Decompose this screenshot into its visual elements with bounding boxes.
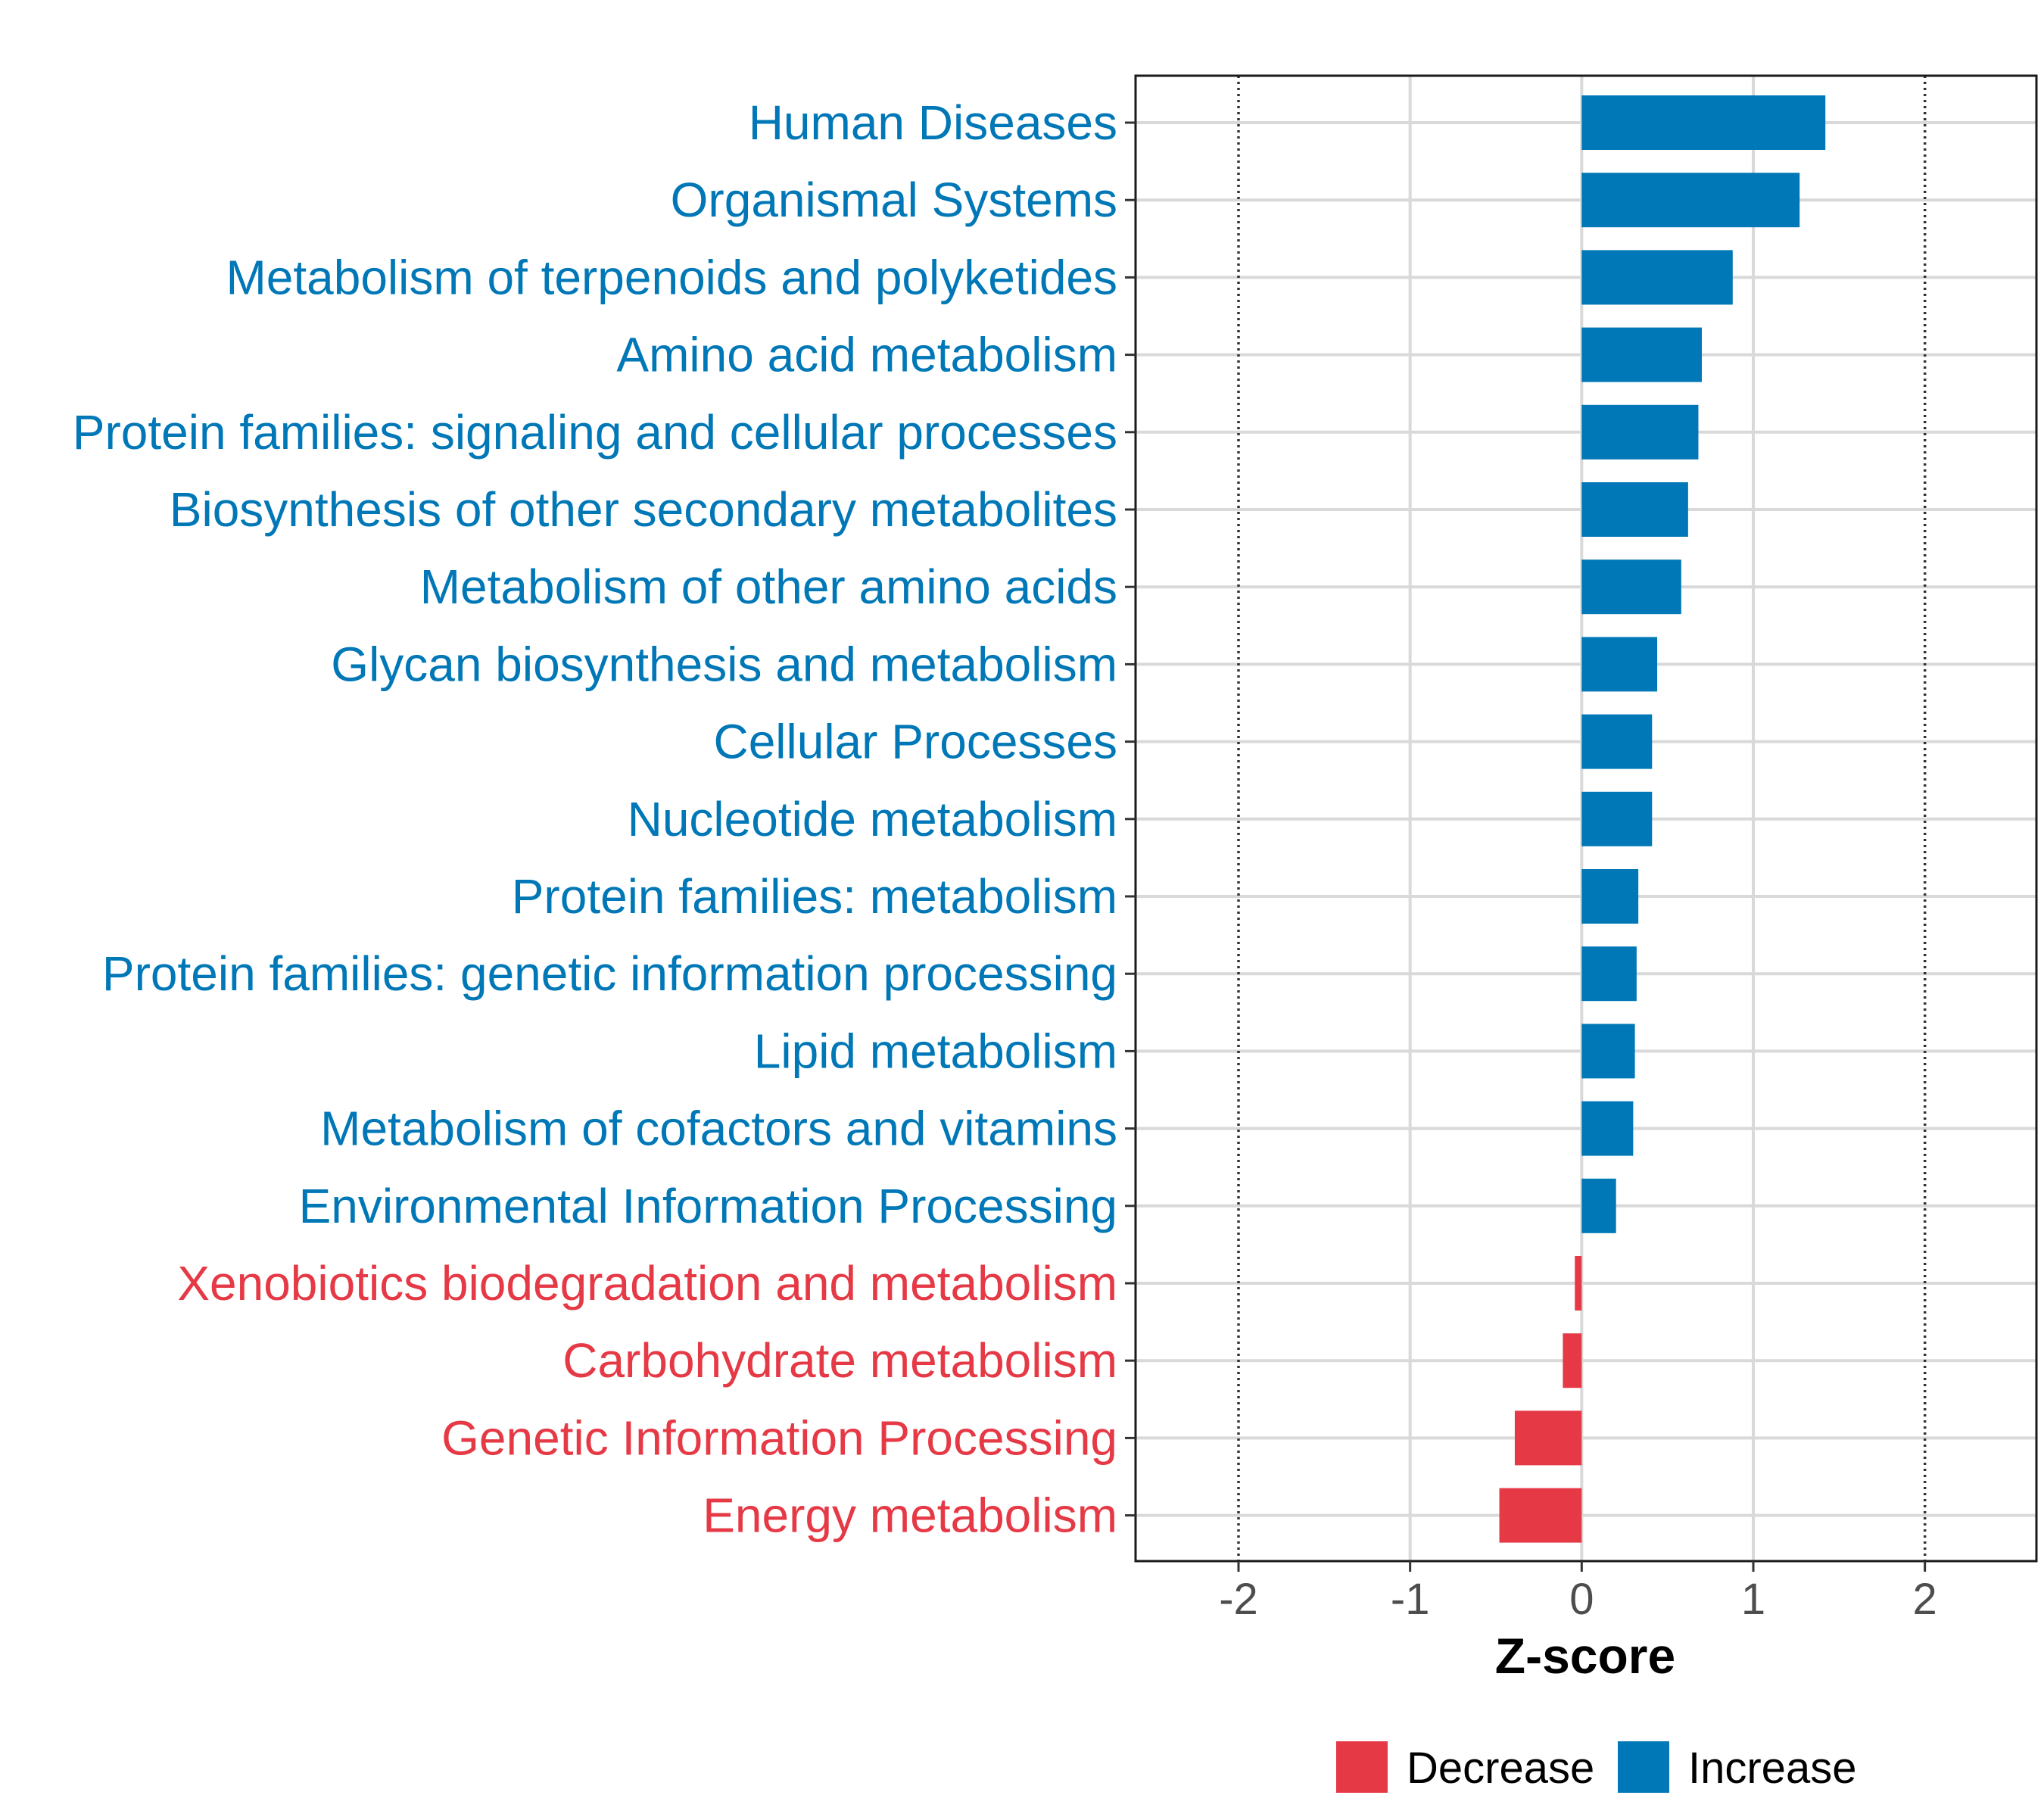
category-label: Human Diseases — [749, 95, 1117, 150]
bar-12 — [1581, 946, 1637, 1002]
bar-8 — [1581, 637, 1658, 692]
x-tick-label: -1 — [1391, 1575, 1430, 1624]
bars — [1499, 95, 1826, 1543]
category-label: Lipid metabolism — [754, 1024, 1117, 1078]
category-label: Genetic Information Processing — [441, 1410, 1117, 1465]
category-label: Nucleotide metabolism — [628, 792, 1117, 846]
bar-13 — [1581, 1024, 1635, 1079]
category-label: Protein families: genetic information pr… — [102, 946, 1117, 1001]
category-label: Biosynthesis of other secondary metaboli… — [170, 482, 1117, 537]
category-labels: Human Diseases Organismal Systems Metaboli… — [73, 95, 1117, 1543]
bar-4 — [1581, 327, 1702, 382]
bar-16 — [1575, 1256, 1582, 1311]
bar-6 — [1581, 482, 1688, 537]
category-label: Amino acid metabolism — [616, 328, 1117, 382]
category-label: Carbohydrate metabolism — [562, 1333, 1117, 1388]
bar-1 — [1581, 95, 1826, 150]
category-label: Metabolism of cofactors and vitamins — [320, 1102, 1117, 1156]
bar-5 — [1581, 404, 1699, 460]
category-label: Protein families: signaling and cellular… — [73, 405, 1117, 460]
category-label: Metabolism of other amino acids — [420, 559, 1117, 614]
legend: Decrease Increase — [1336, 1741, 1856, 1793]
category-label: Glycan biosynthesis and metabolism — [331, 637, 1117, 691]
x-axis-title: Z-score — [1495, 1628, 1675, 1684]
bar-15 — [1581, 1178, 1616, 1233]
category-label: Environmental Information Processing — [299, 1179, 1117, 1233]
category-label: Cellular Processes — [713, 715, 1117, 769]
category-label: Energy metabolism — [703, 1488, 1117, 1543]
x-tick-label: 0 — [1569, 1575, 1594, 1624]
bar-2 — [1581, 173, 1800, 228]
bar-18 — [1514, 1410, 1582, 1466]
x-tick-label: 1 — [1741, 1575, 1765, 1624]
legend-label-increase: Increase — [1688, 1744, 1856, 1793]
bar-14 — [1581, 1101, 1634, 1156]
category-label: Xenobiotics biodegradation and metabolis… — [177, 1256, 1117, 1311]
bar-9 — [1581, 714, 1653, 769]
x-tick-label: 2 — [1913, 1575, 1937, 1624]
bar-3 — [1581, 250, 1733, 305]
bar-7 — [1581, 559, 1681, 615]
x-tick-label: -2 — [1219, 1575, 1258, 1624]
bar-10 — [1581, 791, 1653, 846]
y-axis-ticks — [1125, 121, 1136, 1517]
category-label: Metabolism of terpenoids and polyketides — [226, 250, 1117, 304]
x-tick-labels: -2 -1 0 1 2 — [1219, 1575, 1937, 1624]
legend-key-decrease — [1336, 1741, 1388, 1793]
x-axis-ticks — [1237, 1561, 1927, 1572]
legend-label-decrease: Decrease — [1407, 1744, 1594, 1793]
category-label: Organismal Systems — [671, 173, 1117, 227]
bar-11 — [1581, 869, 1639, 924]
bar-19 — [1499, 1488, 1582, 1543]
legend-key-increase — [1618, 1741, 1669, 1793]
bar-17 — [1563, 1333, 1582, 1388]
category-label: Protein families: metabolism — [512, 869, 1117, 924]
